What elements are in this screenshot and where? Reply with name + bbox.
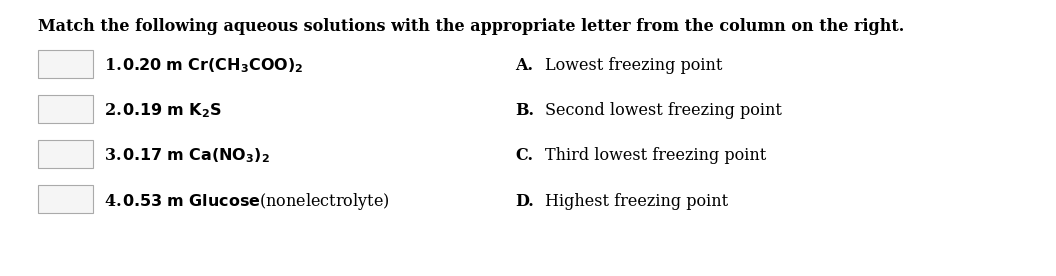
- Text: D.: D.: [515, 192, 533, 209]
- Bar: [38, 140, 93, 168]
- Text: 4.: 4.: [105, 192, 128, 209]
- Text: Lowest freezing point: Lowest freezing point: [545, 57, 722, 75]
- Text: $\mathbf{0.53\ m\ Glucose}$(nonelectrolyte): $\mathbf{0.53\ m\ Glucose}$(nonelectroly…: [122, 190, 390, 211]
- Text: $\mathbf{0.17\ m\ Ca(NO_3)_2}$: $\mathbf{0.17\ m\ Ca(NO_3)_2}$: [122, 147, 270, 165]
- Bar: [38, 50, 93, 78]
- Text: 1.: 1.: [105, 57, 128, 75]
- Text: Match the following aqueous solutions with the appropriate letter from the colum: Match the following aqueous solutions wi…: [38, 18, 904, 35]
- Bar: [38, 185, 93, 213]
- Text: Third lowest freezing point: Third lowest freezing point: [545, 147, 767, 164]
- Text: $\mathbf{0.20\ m\ Cr(CH_3COO)_2}$: $\mathbf{0.20\ m\ Cr(CH_3COO)_2}$: [122, 57, 303, 75]
- Text: Second lowest freezing point: Second lowest freezing point: [545, 102, 781, 120]
- Text: C.: C.: [515, 147, 533, 164]
- Text: B.: B.: [515, 102, 534, 120]
- Text: $\mathbf{0.19\ m\ K_2S}$: $\mathbf{0.19\ m\ K_2S}$: [122, 102, 222, 120]
- Text: 3.: 3.: [105, 147, 127, 164]
- Text: A.: A.: [515, 57, 533, 75]
- Bar: [38, 95, 93, 123]
- Text: 2.: 2.: [105, 102, 128, 120]
- Text: Highest freezing point: Highest freezing point: [545, 192, 729, 209]
